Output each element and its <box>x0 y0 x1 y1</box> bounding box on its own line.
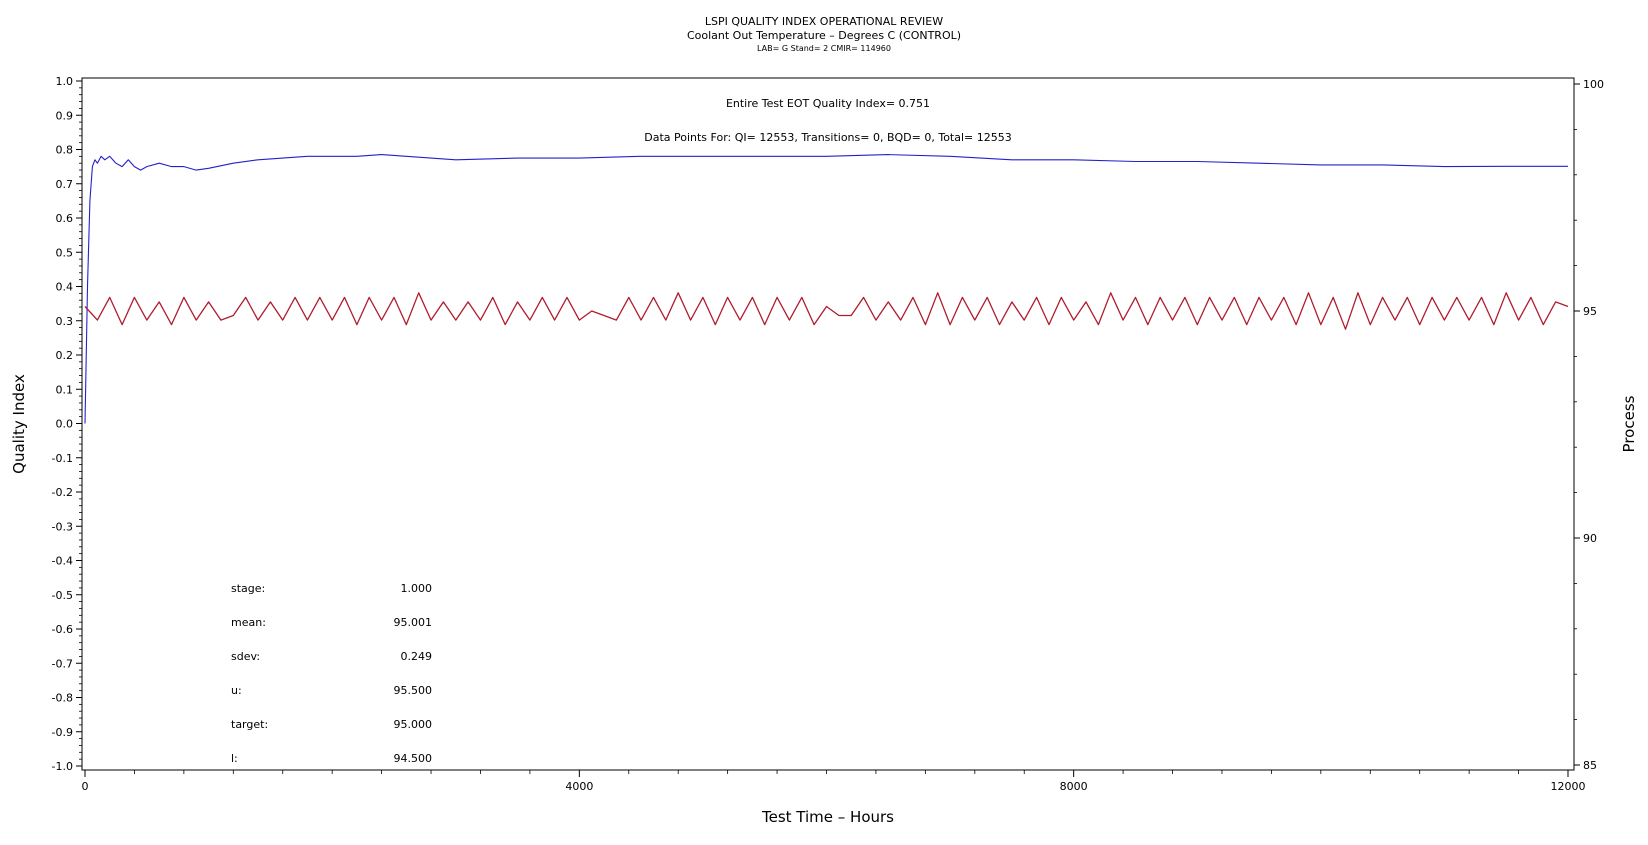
y-left-tick-label: -0.1 <box>52 452 73 465</box>
y-left-tick-label: 0.0 <box>56 418 74 431</box>
y-left-tick-label: 0.6 <box>56 212 74 225</box>
process-series-line <box>84 292 1569 330</box>
y-right-tick-label: 95 <box>1583 305 1597 318</box>
chart-subtitle-lab: LAB= G Stand= 2 CMIR= 114960 <box>757 44 891 53</box>
stats-label: l: <box>231 752 238 765</box>
stats-label: u: <box>231 684 242 697</box>
y-left-tick-label: 0.9 <box>56 109 74 122</box>
y-left-tick-label: 1.0 <box>56 75 74 88</box>
y-left-tick-label: -0.4 <box>52 555 73 568</box>
y-left-tick-label: 0.1 <box>56 383 74 396</box>
y-left-axis: 1.0 0.9 0.8 0.7 0.6 0.5 0.4 0.3 0.2 0.1 0.0 -0.1 -0.… <box>52 75 82 773</box>
y-left-tick-label: 0.5 <box>56 246 74 259</box>
quality-index-series-line <box>84 154 1568 424</box>
stats-value: 95.500 <box>394 684 433 697</box>
y-left-tick-label: -0.8 <box>52 692 73 705</box>
chart-subtitle: Coolant Out Temperature – Degrees C (CON… <box>687 29 961 42</box>
y-left-tick-label: 0.3 <box>56 315 74 328</box>
y-right-tick-label: 90 <box>1583 532 1597 545</box>
stats-value: 94.500 <box>394 752 433 765</box>
y-axis-right-label: Process <box>1620 395 1638 452</box>
stats-value: 95.000 <box>394 718 433 731</box>
data-points-summary: Data Points For: QI= 12553, Transitions=… <box>644 131 1012 144</box>
stats-value: 0.249 <box>401 650 433 663</box>
stats-box: stage: 1.000 mean: 95.001 sdev: 0.249 u: 95.500… <box>231 582 432 765</box>
x-axis: 0 4000 8000 12000 <box>82 770 1586 793</box>
stats-label: target: <box>231 718 268 731</box>
y-left-tick-label: 0.8 <box>56 144 74 157</box>
stats-label: sdev: <box>231 650 260 663</box>
series-layer <box>84 154 1569 424</box>
y-right-tick-label: 85 <box>1583 759 1597 772</box>
y-left-tick-label: -0.6 <box>52 623 73 636</box>
y-left-tick-label: -0.9 <box>52 726 73 739</box>
y-right-axis: 100 95 90 85 <box>1574 78 1604 772</box>
stats-value: 1.000 <box>401 582 433 595</box>
eot-quality-index-summary: Entire Test EOT Quality Index= 0.751 <box>726 97 930 110</box>
y-left-tick-label: 0.2 <box>56 349 74 362</box>
y-axis-left-label: Quality Index <box>10 374 28 474</box>
y-left-tick-label: -0.7 <box>52 657 73 670</box>
y-left-tick-label: 0.7 <box>56 178 74 191</box>
y-left-tick-label: -0.2 <box>52 486 73 499</box>
x-tick-label: 8000 <box>1060 780 1088 793</box>
x-tick-label: 4000 <box>565 780 593 793</box>
y-left-tick-label: -1.0 <box>52 760 73 773</box>
chart-title: LSPI QUALITY INDEX OPERATIONAL REVIEW <box>705 15 943 28</box>
y-left-tick-label: -0.3 <box>52 520 73 533</box>
y-left-tick-label: 0.4 <box>56 281 74 294</box>
plot-frame <box>81 77 1575 771</box>
y-left-tick-label: -0.5 <box>52 589 73 602</box>
stats-label: mean: <box>231 616 266 629</box>
x-axis-label: Test Time – Hours <box>761 808 894 826</box>
x-tick-label: 0 <box>82 780 89 793</box>
y-right-tick-label: 100 <box>1583 78 1604 91</box>
x-tick-label: 12000 <box>1551 780 1586 793</box>
stats-value: 95.001 <box>394 616 433 629</box>
stats-label: stage: <box>231 582 265 595</box>
